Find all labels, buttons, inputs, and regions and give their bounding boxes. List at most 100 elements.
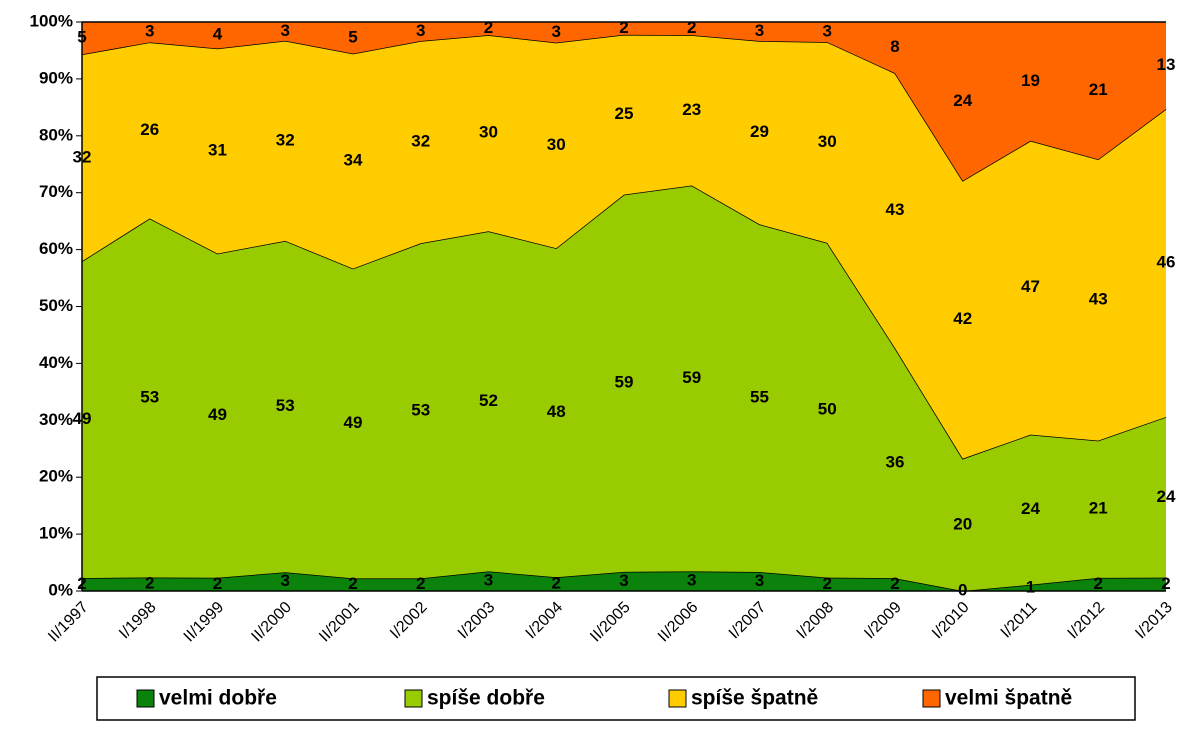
data-label: 2 <box>348 574 357 593</box>
y-tick-label: 40% <box>39 353 73 372</box>
data-label: 32 <box>411 132 430 151</box>
data-label: 23 <box>682 100 701 119</box>
data-label: 13 <box>1157 55 1176 74</box>
legend-swatch <box>136 689 155 708</box>
legend-label: velmi špatně <box>945 687 1072 710</box>
y-tick-label: 10% <box>39 524 73 543</box>
y-tick-label: 0% <box>48 580 73 599</box>
data-label: 3 <box>281 21 290 40</box>
data-label: 2 <box>484 18 493 37</box>
data-label: 55 <box>750 388 769 407</box>
legend-label: spíše špatně <box>691 687 818 710</box>
x-tick-label: I/2011 <box>998 599 1041 642</box>
data-label: 34 <box>344 151 363 170</box>
data-label: 2 <box>619 18 628 37</box>
x-tick-label: I/1998 <box>116 599 160 643</box>
data-label: 3 <box>484 571 493 590</box>
data-label: 48 <box>547 402 566 421</box>
data-label: 24 <box>953 91 972 110</box>
data-label: 43 <box>886 200 905 219</box>
data-label: 2 <box>552 574 561 593</box>
data-label: 53 <box>411 400 430 419</box>
data-label: 2 <box>145 574 154 593</box>
x-tick-label: II/2005 <box>587 599 634 646</box>
legend-swatch <box>668 689 687 708</box>
data-label: 50 <box>818 400 837 419</box>
data-label: 53 <box>276 396 295 415</box>
data-label: 2 <box>1094 574 1103 593</box>
x-tick-label: I/2002 <box>387 599 431 643</box>
data-label: 8 <box>890 37 899 56</box>
y-tick-label: 70% <box>39 182 73 201</box>
legend-label: velmi dobře <box>159 687 277 710</box>
data-label: 2 <box>213 574 222 593</box>
data-label: 3 <box>416 21 425 40</box>
y-tick-label: 20% <box>39 467 73 486</box>
data-label: 2 <box>416 574 425 593</box>
data-label: 3 <box>687 571 696 590</box>
data-label: 3 <box>619 571 628 590</box>
data-label: 26 <box>140 120 159 139</box>
legend-box <box>96 676 1136 721</box>
data-label: 21 <box>1089 80 1108 99</box>
data-label: 49 <box>208 405 227 424</box>
data-label: 30 <box>479 123 498 142</box>
x-tick-label: II/1997 <box>45 599 92 646</box>
data-label: 47 <box>1021 277 1040 296</box>
area <box>82 22 1166 181</box>
legend-swatch <box>922 689 941 708</box>
data-label: 5 <box>348 27 357 46</box>
data-label: 2 <box>823 574 832 593</box>
y-tick-label: 80% <box>39 125 73 144</box>
x-tick-label: I/2012 <box>1065 599 1109 643</box>
data-label: 25 <box>615 104 634 123</box>
x-tick-label: I/2007 <box>726 599 770 643</box>
data-label: 24 <box>1021 499 1040 518</box>
data-label: 0 <box>958 580 967 599</box>
data-label: 42 <box>953 309 972 328</box>
data-label: 2 <box>890 574 899 593</box>
data-label: 2 <box>1161 574 1170 593</box>
y-tick-label: 50% <box>39 296 73 315</box>
area <box>82 571 1166 591</box>
data-label: 21 <box>1089 499 1108 518</box>
x-tick-label: I/2009 <box>861 599 905 643</box>
data-label: 3 <box>823 22 832 41</box>
legend-swatch <box>404 689 423 708</box>
x-tick-label: I/2013 <box>1132 599 1176 643</box>
data-label: 3 <box>755 21 764 40</box>
data-label: 3 <box>281 571 290 590</box>
x-tick-label: I/2003 <box>455 599 499 643</box>
y-tick-label: 100% <box>30 11 73 30</box>
data-label: 3 <box>145 22 154 41</box>
x-tick-label: II/2001 <box>316 599 363 646</box>
data-label: 19 <box>1021 71 1040 90</box>
data-label: 53 <box>140 387 159 406</box>
y-tick-label: 30% <box>39 410 73 429</box>
x-tick-label: II/2006 <box>655 599 702 646</box>
data-label: 24 <box>1157 487 1176 506</box>
data-label: 43 <box>1089 289 1108 308</box>
data-label: 46 <box>1157 252 1176 271</box>
data-label: 36 <box>886 453 905 472</box>
data-label: 30 <box>547 135 566 154</box>
data-label: 29 <box>750 122 769 141</box>
data-label: 31 <box>208 141 227 160</box>
data-label: 20 <box>953 514 972 533</box>
data-label: 3 <box>552 22 561 41</box>
data-label: 52 <box>479 391 498 410</box>
area <box>82 185 1166 592</box>
area <box>82 34 1166 459</box>
x-tick-label: II/1999 <box>181 599 228 646</box>
x-tick-label: I/2004 <box>523 599 567 643</box>
legend-label: spíše dobře <box>427 687 545 710</box>
x-tick-label: I/2008 <box>794 599 838 643</box>
data-label: 59 <box>615 373 634 392</box>
data-label: 49 <box>344 413 363 432</box>
y-tick-label: 60% <box>39 239 73 258</box>
y-tick-label: 90% <box>39 68 73 87</box>
data-label: 4 <box>213 25 223 44</box>
data-label: 30 <box>818 132 837 151</box>
